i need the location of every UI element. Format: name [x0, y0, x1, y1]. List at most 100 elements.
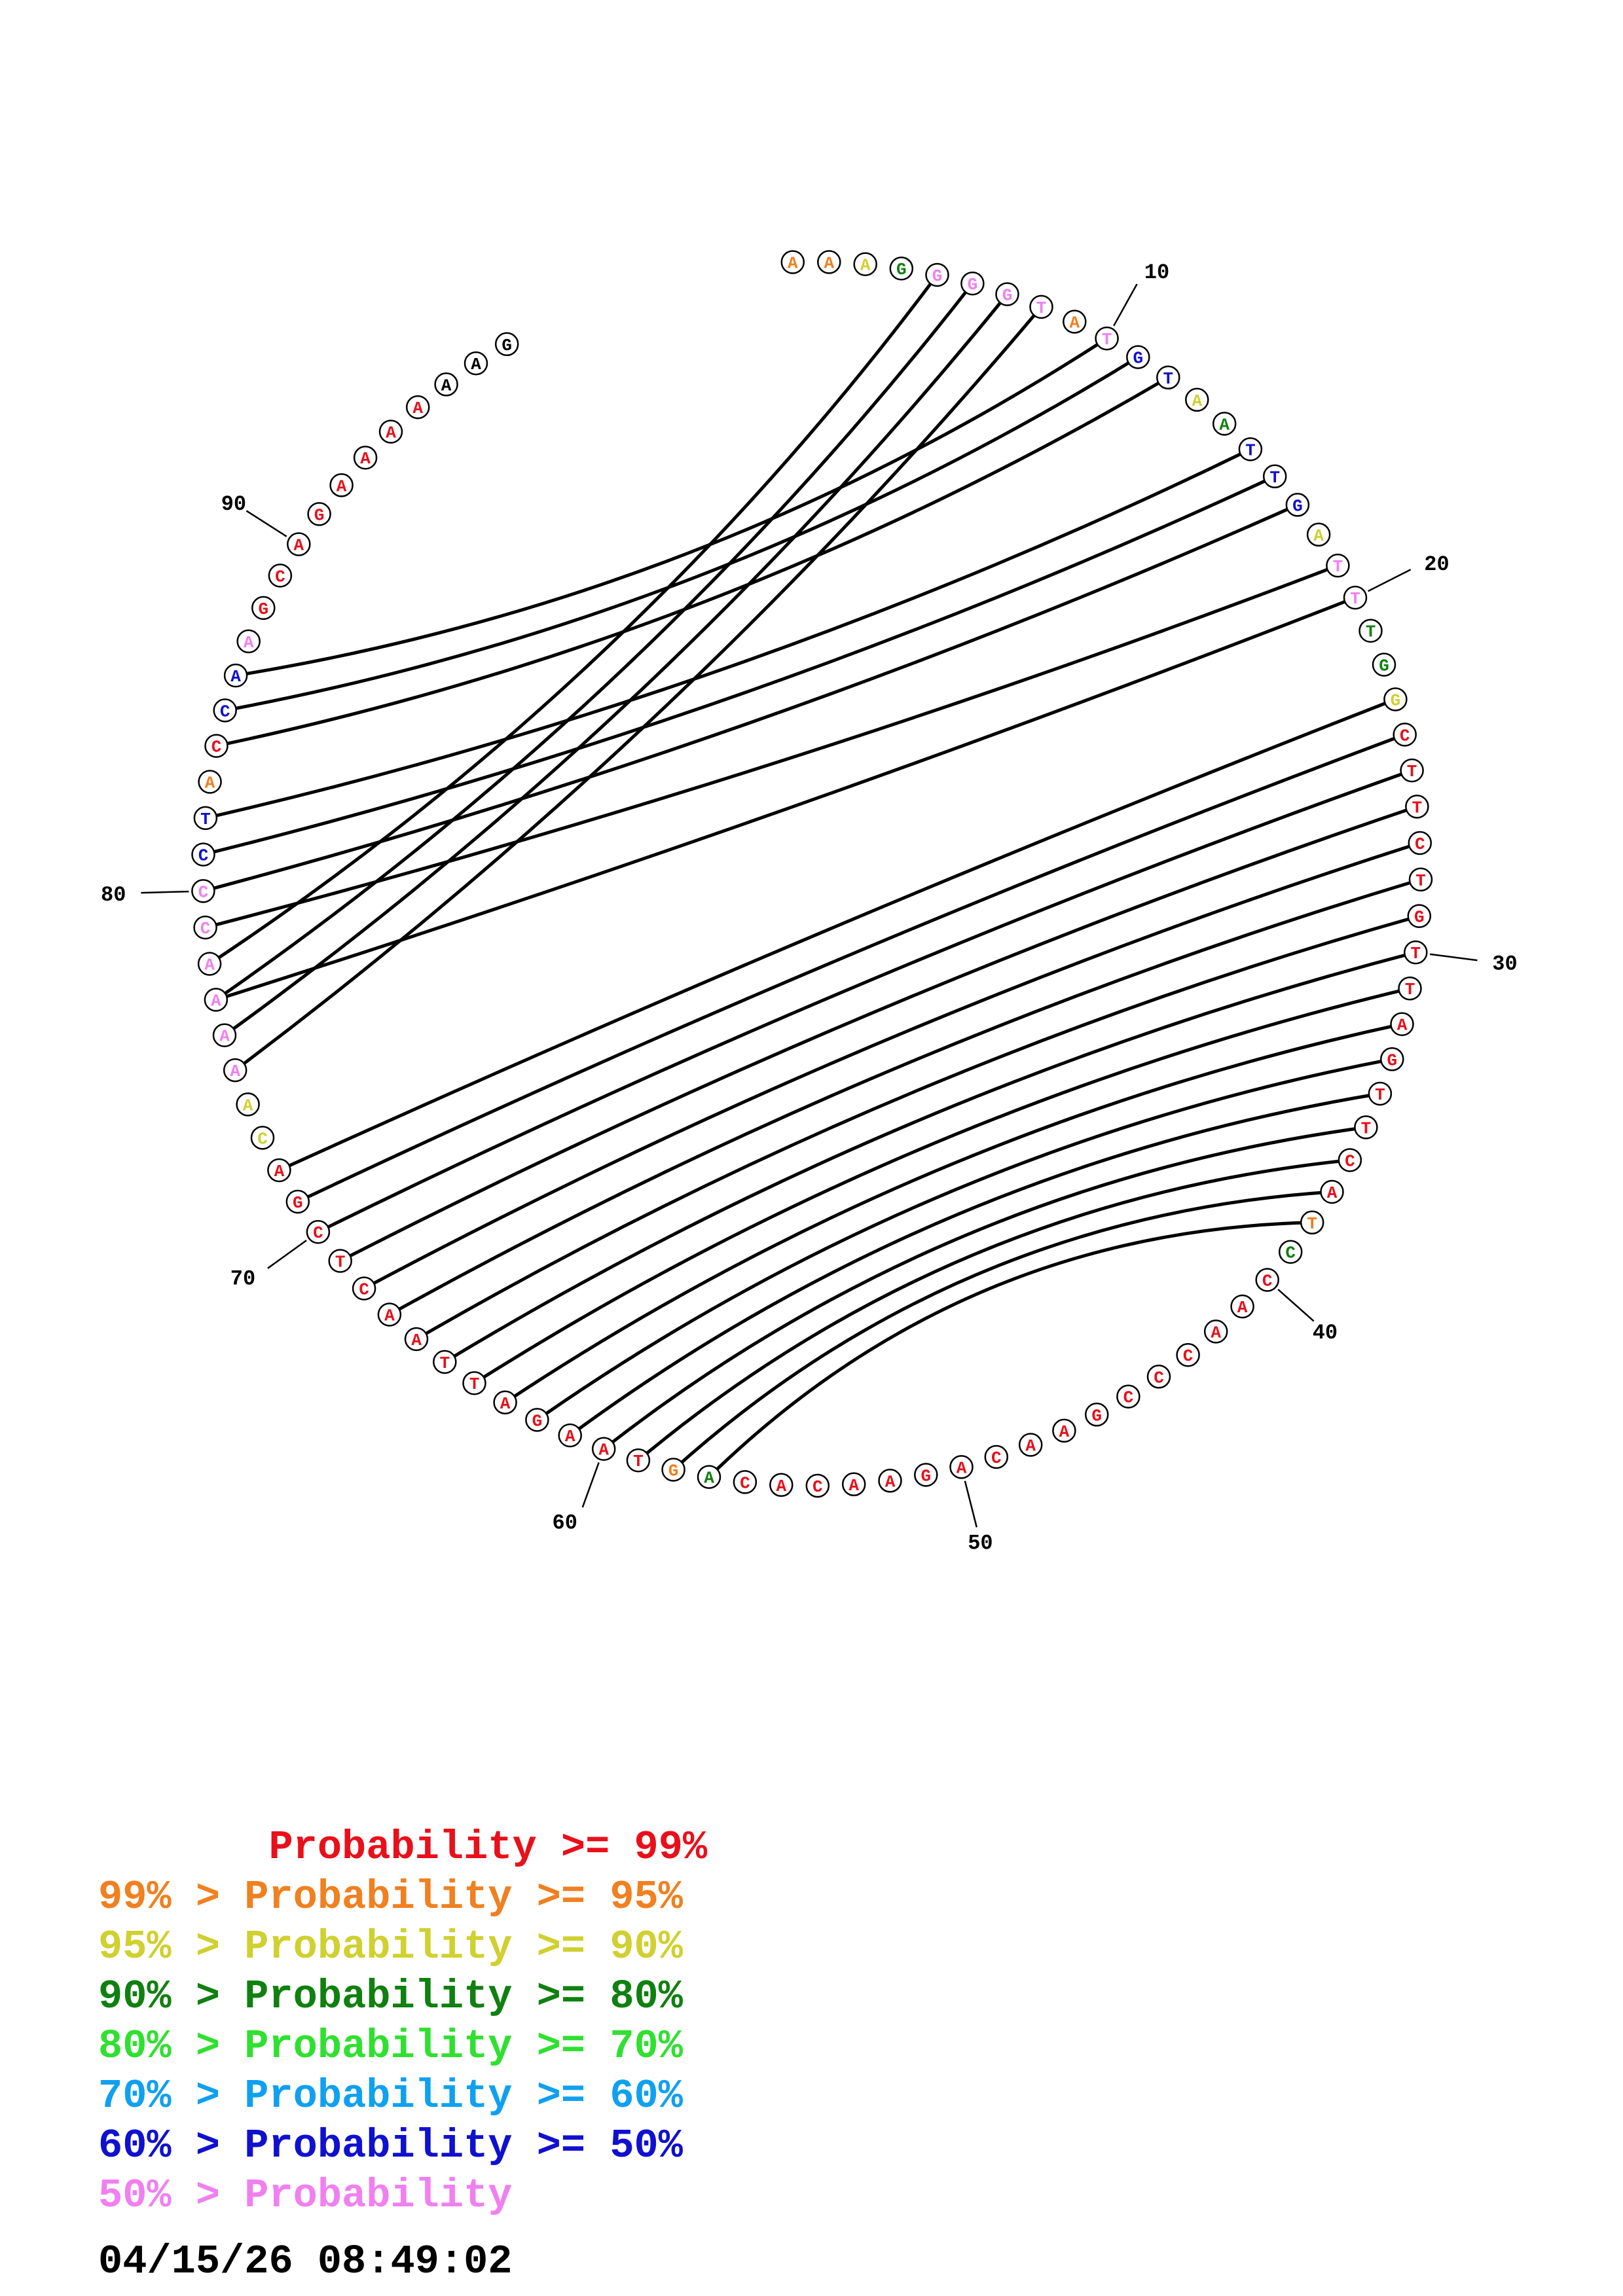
- legend-line-80to90: 90% > Probability >= 80%: [98, 1973, 683, 2020]
- nucleotide-5: G: [925, 262, 949, 287]
- nucleotide-letter: G: [1391, 691, 1401, 711]
- nucleotide-circle: [780, 250, 805, 274]
- nucleotide-letter: G: [932, 266, 943, 286]
- nucleotide-10: T: [1095, 326, 1119, 351]
- nucleotide-circle: [204, 988, 228, 1012]
- nucleotide-91: G: [307, 502, 331, 526]
- nucleotide-circle: [1390, 1012, 1414, 1036]
- nucleotide-letter: C: [1183, 1346, 1194, 1366]
- nucleotide-25: T: [1400, 758, 1424, 783]
- nucleotide-3: A: [853, 252, 877, 276]
- nucleotide-circle: [1380, 1047, 1404, 1071]
- nucleotide-82: T: [193, 806, 218, 831]
- nucleotide-circle: [213, 698, 237, 723]
- nucleotide-circle: [250, 1126, 275, 1150]
- nucleotide-letter: G: [1133, 349, 1143, 368]
- base-pair-arc-34-61: [569, 1092, 1381, 1437]
- nucleotide-circle: [889, 256, 914, 281]
- nucleotide-circle: [733, 1470, 757, 1494]
- nucleotide-letter: T: [633, 1452, 644, 1471]
- nucleotide-letter: C: [220, 702, 230, 721]
- position-label-30: 30: [1492, 952, 1517, 976]
- nucleotide-letter: C: [211, 738, 222, 757]
- nucleotide-circle: [525, 1408, 549, 1432]
- nucleotide-83: A: [198, 770, 222, 794]
- nucleotide-circle: [1285, 493, 1310, 517]
- nucleotide-circle: [841, 1472, 866, 1497]
- nucleotide-letter: A: [274, 1162, 285, 1181]
- nucleotide-22: G: [1372, 653, 1396, 677]
- nucleotide-letter: A: [244, 633, 254, 653]
- nucleotide-41: A: [1230, 1294, 1254, 1319]
- nucleotide-97: A: [464, 351, 488, 376]
- nucleotide-letter: A: [860, 256, 871, 276]
- nucleotide-letter: A: [598, 1441, 609, 1460]
- nucleotide-letter: T: [1375, 1085, 1385, 1105]
- nucleotide-circle: [1084, 1403, 1109, 1427]
- nucleotide-letter: G: [1002, 286, 1013, 306]
- nucleotide-50: A: [949, 1455, 974, 1479]
- nucleotide-letter: A: [219, 1027, 230, 1047]
- nucleotide-circle: [558, 1423, 582, 1448]
- nucleotide-55: A: [769, 1473, 793, 1498]
- nucleotide-circle: [1176, 1342, 1200, 1367]
- nucleotide-letter: C: [200, 919, 211, 939]
- nucleotide-letter: A: [1327, 1183, 1338, 1203]
- nucleotide-circle: [285, 1189, 310, 1214]
- nucleotide-circle: [1052, 1418, 1076, 1443]
- nucleotide-88: G: [251, 596, 276, 620]
- nucleotide-95: A: [405, 395, 430, 420]
- position-10-leader-line: [1113, 283, 1138, 327]
- nucleotide-52: A: [878, 1469, 902, 1493]
- nucleotide-letter: G: [1387, 1050, 1397, 1070]
- nucleotide-62: G: [525, 1408, 549, 1432]
- nucleotide-circle: [1405, 795, 1429, 819]
- nucleotide-letter: A: [211, 992, 221, 1011]
- nucleotide-letter: C: [198, 846, 209, 866]
- nucleotide-56: C: [733, 1470, 757, 1494]
- nucleotide-letter: C: [812, 1477, 823, 1497]
- nucleotide-circle: [1238, 437, 1263, 461]
- nucleotide-circle: [378, 420, 403, 444]
- position-30-leader-line: [1429, 953, 1478, 961]
- nucleotide-89: C: [268, 564, 293, 588]
- nucleotide-letter: A: [243, 1096, 253, 1115]
- nucleotide-letter: C: [198, 882, 209, 902]
- base-pair-arc-7-76: [223, 293, 1009, 1037]
- nucleotide-letter: G: [1379, 656, 1389, 676]
- legend-line-70to80: 80% > Probability >= 70%: [98, 2023, 683, 2070]
- nucleotide-84: C: [204, 734, 228, 758]
- position-label-70: 70: [230, 1266, 255, 1291]
- timestamp: 04/15/26 08:49:02: [98, 2238, 513, 2285]
- nucleotide-letter: G: [896, 260, 907, 279]
- nucleotide-9: A: [1063, 310, 1087, 334]
- nucleotide-53: A: [841, 1472, 866, 1497]
- nucleotide-circle: [306, 1219, 331, 1244]
- position-80-leader-line: [141, 890, 189, 894]
- nucleotide-18: A: [1306, 522, 1331, 547]
- nucleotide-letter: A: [386, 423, 396, 443]
- nucleotide-4: G: [889, 256, 914, 281]
- nucleotide-48: A: [1018, 1433, 1043, 1457]
- nucleotide-80: C: [191, 879, 215, 903]
- nucleotide-circle: [377, 1302, 402, 1327]
- nucleotide-circle: [268, 564, 293, 588]
- nucleotide-letter: A: [441, 376, 452, 395]
- nucleotide-circle: [1126, 345, 1150, 369]
- nucleotide-letter: A: [957, 1458, 967, 1478]
- nucleotide-circle: [1300, 1210, 1324, 1235]
- legend-line-ge99: Probability >= 99%: [98, 1824, 708, 1871]
- nucleotide-28: T: [1408, 867, 1433, 892]
- nucleotide-64: T: [462, 1371, 486, 1395]
- base-pair-arc-25-70: [317, 768, 1413, 1234]
- nucleotide-86: A: [223, 663, 248, 688]
- nucleotide-63: A: [493, 1390, 517, 1415]
- nucleotide-letter: T: [1410, 944, 1421, 963]
- legend-line-90to95: 95% > Probability >= 90%: [98, 1924, 683, 1970]
- base-pair-arc-24-71: [297, 733, 1406, 1204]
- base-pair-arc-33-62: [536, 1057, 1393, 1422]
- nucleotide-circle: [960, 271, 985, 296]
- position-90-leader-line: [246, 510, 287, 537]
- nucleotide-circle: [307, 502, 331, 526]
